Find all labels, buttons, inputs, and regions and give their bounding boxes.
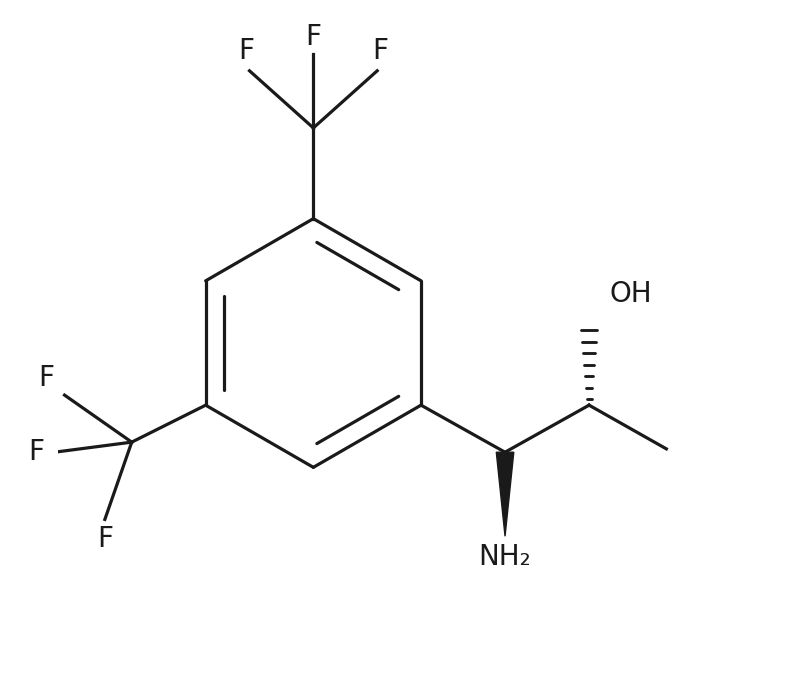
Text: OH: OH — [609, 280, 652, 308]
Text: F: F — [373, 38, 388, 65]
Text: F: F — [39, 364, 54, 392]
Text: F: F — [28, 438, 44, 466]
Text: F: F — [305, 23, 322, 51]
Polygon shape — [496, 452, 514, 536]
Text: F: F — [238, 38, 255, 65]
Text: NH₂: NH₂ — [478, 543, 531, 571]
Text: F: F — [97, 525, 113, 553]
